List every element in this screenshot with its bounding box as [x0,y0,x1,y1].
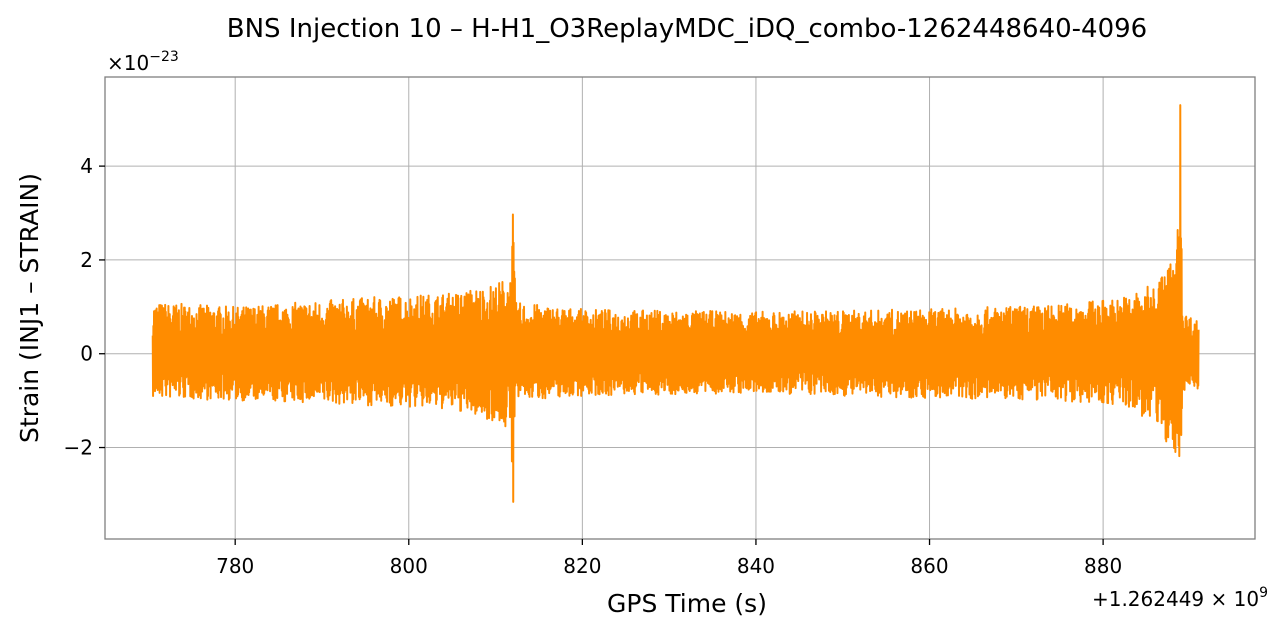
strain-trace [151,104,1200,503]
y-axis-ticks: −2 0 2 4 [64,154,105,460]
chart-title: BNS Injection 10 – H-H1_O3ReplayMDC_iDQ_… [227,14,1147,44]
x-tick-label: 840 [737,554,775,578]
x-tick-label: 820 [563,554,601,578]
y-tick-label: 2 [80,248,93,272]
x-tick-label: 860 [910,554,948,578]
x-axis-label: GPS Time (s) [607,589,767,618]
y-axis-label: Strain (INJ1 – STRAIN) [15,173,44,443]
x-axis-ticks: 780 800 820 840 860 880 [216,539,1122,578]
y-multiplier: ×10−23 [107,49,179,75]
x-tick-label: 780 [216,554,254,578]
plot-frame [104,76,1256,540]
x-offset-exp: 9 [1259,585,1268,601]
y-multiplier-base: ×10 [107,51,149,75]
x-tick-label: 880 [1084,554,1122,578]
y-tick-label: 0 [80,342,93,366]
x-tick-label: 800 [390,554,428,578]
strain-series [151,104,1200,503]
x-offset: +1.262449 × 109 [1092,585,1268,611]
x-offset-base: +1.262449 × 10 [1092,587,1259,611]
y-tick-label: −2 [64,436,93,460]
y-tick-label: 4 [80,154,93,178]
y-multiplier-exp: −23 [149,49,179,65]
